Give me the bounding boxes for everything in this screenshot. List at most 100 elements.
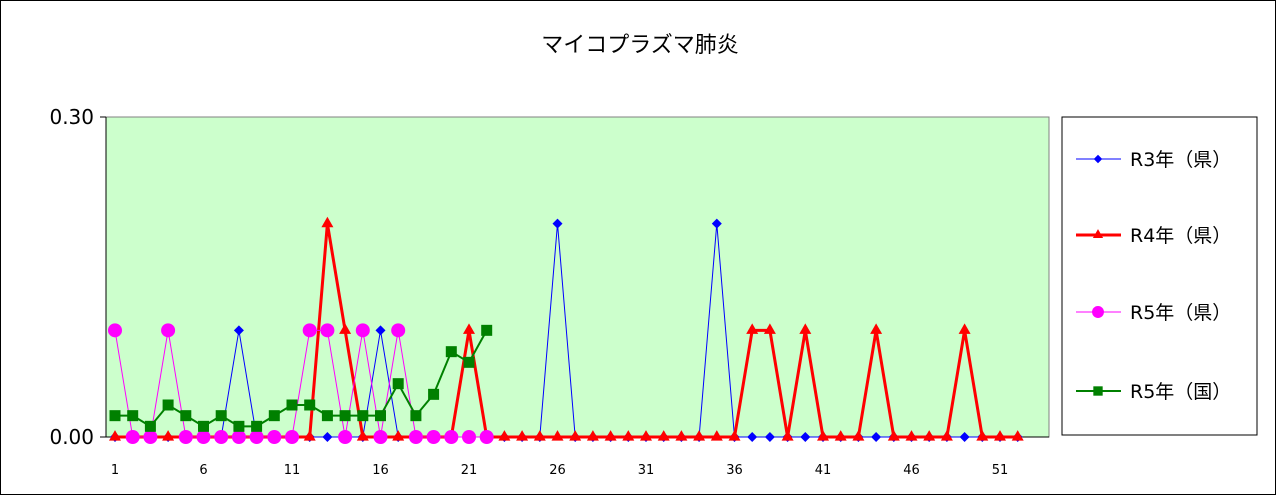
data-point — [551, 430, 564, 441]
data-point — [462, 430, 476, 444]
data-point — [693, 430, 706, 441]
data-point — [481, 324, 493, 336]
x-tick-label: 6 — [199, 463, 207, 478]
x-tick-label: 26 — [549, 463, 566, 478]
data-point — [127, 410, 139, 422]
data-point — [586, 430, 599, 441]
data-point — [161, 323, 176, 338]
data-point — [958, 323, 971, 334]
legend-label: R5年（県） — [1130, 302, 1231, 324]
data-point — [233, 325, 244, 336]
data-point — [356, 430, 369, 441]
legend-marker — [1092, 229, 1104, 239]
data-point — [392, 430, 405, 441]
data-point — [108, 323, 122, 338]
data-point — [109, 410, 121, 422]
y-tick-label: 0.30 — [49, 105, 94, 129]
x-tick-label: 36 — [726, 463, 743, 478]
legend-label: R3年（県） — [1130, 149, 1231, 171]
data-point — [905, 430, 918, 441]
data-point — [852, 430, 865, 441]
x-tick-label: 11 — [284, 463, 301, 478]
data-point — [109, 430, 121, 441]
data-point — [763, 323, 776, 334]
data-point — [196, 430, 211, 444]
data-point — [498, 430, 511, 441]
data-point — [285, 430, 299, 444]
series-line — [115, 329, 488, 428]
data-point — [391, 323, 406, 338]
data-point — [339, 323, 352, 334]
data-point — [321, 410, 333, 422]
data-point — [320, 323, 335, 338]
data-point — [408, 430, 423, 444]
axis-ticks: 0.000.301 6 11 16 21 26 31 36 41 46 51 — [49, 105, 1008, 478]
x-tick-label: 46 — [903, 463, 920, 478]
data-point — [445, 346, 457, 358]
data-point — [215, 410, 227, 422]
data-point — [428, 388, 440, 400]
data-point — [710, 430, 723, 441]
data-point — [303, 430, 316, 441]
data-point — [304, 399, 316, 411]
data-point — [410, 410, 422, 422]
x-tick-label: 21 — [461, 463, 478, 478]
data-point — [231, 430, 246, 444]
data-point — [569, 430, 582, 441]
data-point — [144, 420, 156, 432]
data-point — [516, 430, 529, 441]
data-point — [800, 432, 811, 442]
data-point — [375, 410, 386, 422]
data-point — [940, 430, 953, 441]
data-point — [162, 399, 174, 411]
data-point — [552, 218, 563, 229]
data-point — [198, 420, 209, 432]
data-point — [799, 323, 812, 334]
legend-item: R5年（国） — [1076, 381, 1231, 403]
series-layer — [108, 216, 1024, 444]
data-point — [355, 323, 370, 338]
data-point — [479, 430, 494, 444]
data-point — [711, 218, 722, 229]
data-point — [233, 420, 245, 432]
data-point — [286, 399, 298, 411]
data-point — [764, 432, 775, 442]
x-tick-label: 41 — [815, 463, 832, 478]
x-tick-label: 31 — [638, 463, 655, 478]
data-point — [375, 325, 386, 336]
legend-marker — [1093, 386, 1103, 396]
data-point — [640, 430, 652, 441]
series-4 — [109, 324, 493, 432]
data-point — [533, 430, 546, 441]
data-point — [125, 430, 140, 444]
x-tick-label: 51 — [992, 463, 1009, 478]
data-point — [251, 420, 263, 432]
x-tick-label: 16 — [372, 463, 389, 478]
legend-item: R5年（県） — [1076, 302, 1231, 324]
data-point — [657, 430, 670, 441]
data-point — [249, 430, 264, 444]
legend-item: R4年（県） — [1076, 225, 1231, 247]
data-point — [302, 323, 317, 338]
data-point — [870, 323, 883, 334]
data-point — [994, 430, 1006, 441]
data-point — [728, 430, 741, 441]
data-point — [959, 432, 970, 442]
data-point — [463, 356, 475, 368]
data-point — [746, 323, 759, 334]
data-point — [976, 430, 989, 441]
data-point — [781, 430, 794, 441]
data-point — [463, 323, 475, 334]
data-point — [339, 410, 351, 422]
chart-title: マイコプラズマ肺炎 — [541, 33, 739, 58]
legend-label: R4年（県） — [1130, 225, 1231, 247]
data-point — [268, 410, 280, 422]
plot-area — [105, 116, 1050, 438]
data-point — [817, 430, 829, 441]
data-point — [267, 430, 282, 444]
data-point — [321, 216, 334, 228]
data-point — [444, 430, 459, 444]
data-point — [162, 430, 175, 441]
data-point — [923, 430, 936, 441]
data-point — [604, 430, 617, 441]
